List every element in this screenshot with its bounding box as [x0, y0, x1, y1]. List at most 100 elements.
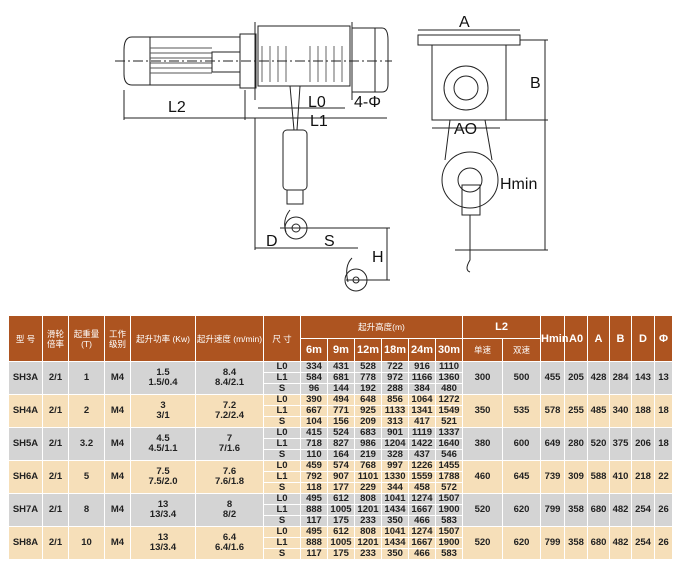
speed-single: 7	[226, 433, 233, 444]
power-single: 13	[157, 532, 169, 543]
power-single: 4.5	[156, 433, 170, 444]
dim-label-cell: L1	[263, 372, 301, 384]
header-power: 起升功率 (Kw)	[130, 315, 196, 362]
dim-value-cell: 1667	[408, 504, 436, 516]
power-double: 13/3.4	[149, 542, 177, 553]
dim-label-cell: L0	[263, 526, 301, 538]
table-row: SH4A 2/1 2 M4 3 3/1 7.2 7.2/2.4 L0 390 494 648 856 10…	[8, 394, 674, 428]
speed-double: 8.4/2.1	[214, 377, 245, 388]
dim-value-cell: 164	[327, 449, 355, 461]
speed-double: 6.4/1.6	[214, 542, 245, 553]
ratio-cell: 2/1	[42, 361, 69, 395]
dim-value-cell: 792	[300, 471, 328, 483]
dim-label-cell: L0	[263, 394, 301, 406]
speed-cell: 7 7/1.6	[195, 427, 264, 461]
header-a: A	[587, 315, 611, 362]
dim-value-cell: 612	[327, 493, 355, 505]
dim-value-cell: 118	[300, 482, 328, 494]
phi-cell: 18	[654, 394, 674, 428]
header-duty: 工作级别	[104, 315, 131, 362]
header-height-18m: 18m	[381, 338, 409, 362]
dim-label-cell: S	[263, 449, 301, 461]
header-b: B	[609, 315, 633, 362]
single-cell: 380	[462, 427, 504, 461]
dim-label-cell: L0	[263, 493, 301, 505]
dim-value-cell: 1041	[381, 493, 409, 505]
double-cell: 645	[502, 460, 542, 494]
dim-value-cell: 350	[381, 515, 409, 527]
load-cell: 1	[68, 361, 105, 395]
speed-cell: 8.4 8.4/2.1	[195, 361, 264, 395]
b-cell: 482	[609, 493, 633, 527]
speed-single: 8.4	[222, 367, 237, 378]
dim-value-cell: 334	[300, 361, 328, 373]
a0-cell: 205	[564, 361, 589, 395]
header-double-speed: 双速	[502, 338, 542, 362]
b-cell: 482	[609, 526, 633, 560]
dim-value-cell: 584	[300, 372, 328, 384]
duty-cell: M4	[104, 361, 131, 395]
dim-value-cell: 1005	[327, 504, 355, 516]
dim-value-cell: 1226	[408, 460, 436, 472]
dim-value-cell: 667	[300, 405, 328, 417]
dim-value-cell: 344	[381, 482, 409, 494]
a0-cell: 280	[564, 427, 589, 461]
dim-value-cell: 1041	[381, 526, 409, 538]
label-ao: AO	[454, 121, 477, 138]
power-double: 4.5/1.1	[148, 443, 178, 454]
double-cell: 500	[502, 361, 542, 395]
hoist-dimension-drawing: L2 L0 4-Φ L1 D S H A B AO Hmin	[115, 14, 548, 292]
power-single: 1.5	[156, 367, 170, 378]
table-row: SH7A 2/1 8 M4 13 13/3.4 8 8/2 L0 495 612 808 1041 127…	[8, 493, 674, 527]
a-cell: 680	[587, 526, 611, 560]
label-l2: L2	[168, 99, 186, 116]
dim-value-cell: 681	[327, 372, 355, 384]
header-ratio: 滑轮倍率	[42, 315, 69, 362]
duty-cell: M4	[104, 493, 131, 527]
dim-value-cell: 1507	[434, 526, 464, 538]
table-row: L1 584 681 778 972 1166 1360	[9, 372, 673, 384]
dim-value-cell: 437	[408, 449, 436, 461]
single-cell: 520	[462, 493, 504, 527]
label-h: H	[372, 249, 384, 266]
dim-value-cell: 459	[300, 460, 328, 472]
end-view	[417, 29, 548, 273]
header-height-6m: 6m	[300, 338, 328, 362]
dim-value-cell: 110	[300, 449, 328, 461]
dim-value-cell: 415	[300, 427, 328, 439]
header-size: 尺 寸	[263, 315, 301, 362]
hmin-cell: 799	[540, 526, 566, 560]
dim-value-cell: 997	[381, 460, 409, 472]
dim-value-cell: 827	[327, 438, 355, 450]
b-cell: 375	[609, 427, 633, 461]
dim-value-cell: 1272	[434, 394, 464, 406]
table-row: L1 888 1005 1201 1434 1667 1900	[9, 537, 673, 549]
dim-value-cell: 1330	[381, 471, 409, 483]
header-a0: A0	[564, 315, 589, 362]
dim-label-cell: L1	[263, 504, 301, 516]
dim-value-cell: 1667	[408, 537, 436, 549]
power-cell: 3 3/1	[130, 394, 196, 428]
dim-value-cell: 233	[354, 515, 382, 527]
dim-value-cell: 778	[354, 372, 382, 384]
side-view	[115, 22, 392, 292]
phi-cell: 26	[654, 526, 674, 560]
dim-value-cell: 524	[327, 427, 355, 439]
dim-value-cell: 1201	[354, 504, 382, 516]
phi-cell: 26	[654, 493, 674, 527]
dim-value-cell: 986	[354, 438, 382, 450]
speed-single: 7.2	[222, 400, 237, 411]
dim-value-cell: 901	[381, 427, 409, 439]
header-lift-height: 起升高度(m)	[299, 315, 464, 339]
table-row: L1 888 1005 1201 1434 1667 1900	[9, 504, 673, 516]
table-row: L1 792 907 1101 1330 1559 1788	[9, 471, 673, 483]
a-cell: 520	[587, 427, 611, 461]
single-cell: 520	[462, 526, 504, 560]
dim-label-cell: S	[263, 515, 301, 527]
dim-value-cell: 1341	[408, 405, 436, 417]
power-cell: 7.5 7.5/2.0	[130, 460, 196, 494]
dim-value-cell: 117	[300, 548, 328, 560]
dim-value-cell: 1204	[381, 438, 409, 450]
dim-label-cell: S	[263, 416, 301, 428]
table-row: SH5A 2/1 3.2 M4 4.5 4.5/1.1 7 7/1.6 L0 415 524 683 9…	[8, 427, 674, 461]
